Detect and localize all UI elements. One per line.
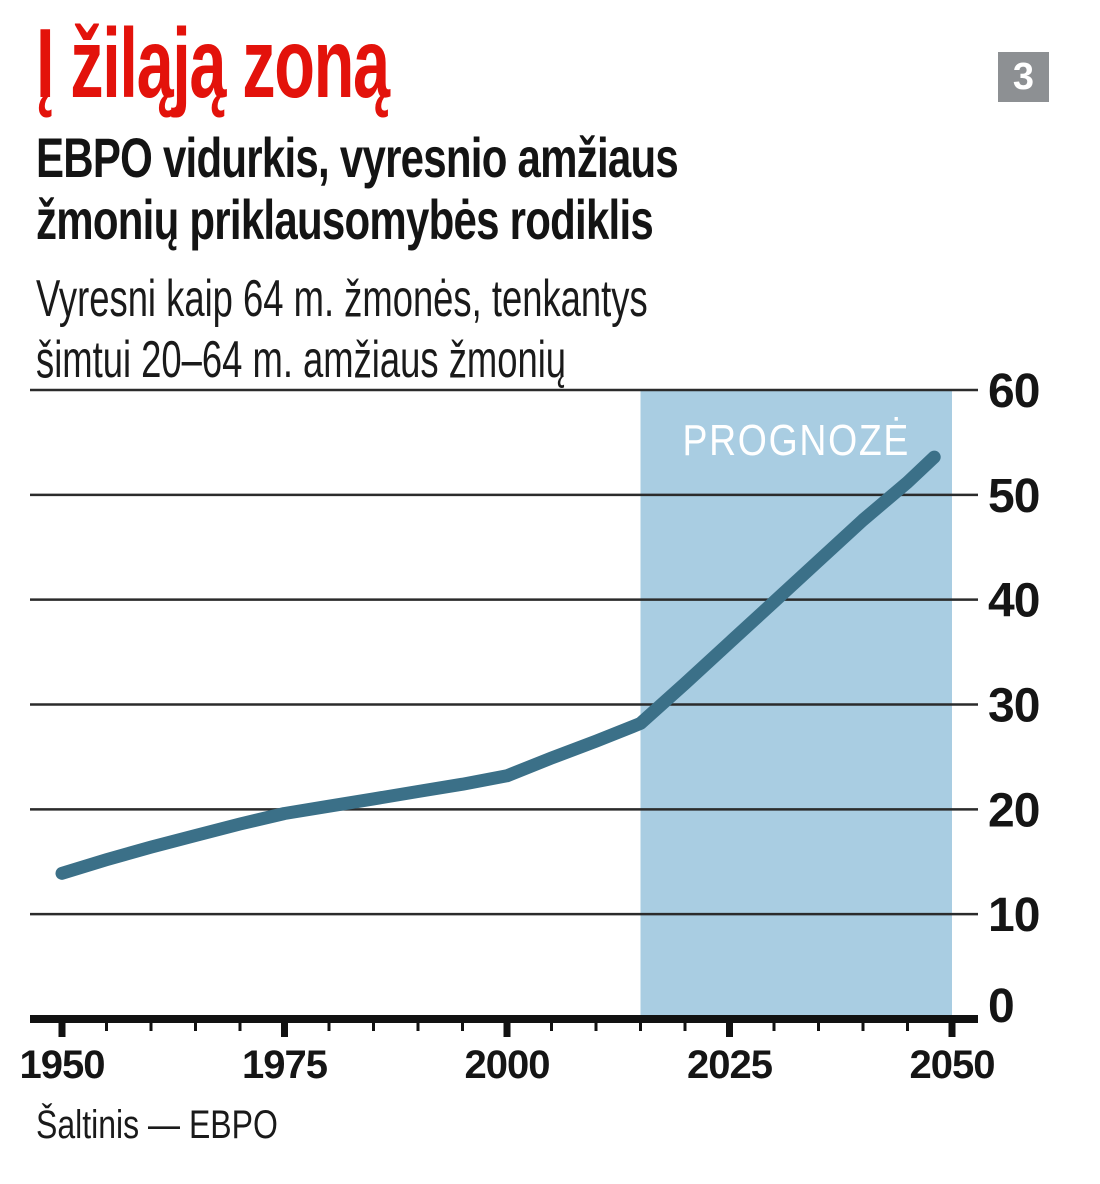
forecast-label: PROGNOZĖ (682, 415, 910, 465)
y-tick-label-50: 50 (988, 470, 1039, 523)
x-tick-label-2000: 2000 (465, 1043, 550, 1087)
subtitle-line-1: EBPO vidurkis, vyresnio amžiaus (36, 126, 679, 189)
y-tick-label-10: 10 (988, 889, 1039, 942)
figure-number: 3 (1012, 55, 1035, 98)
figure-number-badge: 3 (998, 52, 1049, 102)
chart-description: Vyresni kaip 64 m. žmonės, tenkantys šim… (36, 269, 648, 391)
x-axis-line (30, 1015, 978, 1023)
subtitle-line-2: žmonių priklausomybės rodiklis (36, 188, 654, 251)
chart-subtitle: EBPO vidurkis, vyresnio amžiaus žmonių p… (36, 126, 679, 251)
x-tick-label-2025: 2025 (687, 1043, 773, 1087)
page-title: Į žiląją zoną (36, 8, 390, 118)
source-note: Šaltinis — EBPO (36, 1103, 278, 1147)
x-tick-label-1975: 1975 (242, 1043, 328, 1087)
description-line-2: šimtui 20–64 m. amžiaus žmonių (36, 331, 567, 389)
x-tick-label-1950: 1950 (20, 1043, 105, 1087)
data-line (55, 450, 941, 880)
line-chart: PROGNOZĖ 1950 1975 2000 2025 2050 0 10 20 30 40 50 6… (20, 370, 1041, 1087)
y-tick-label-40: 40 (988, 575, 1039, 628)
description-line-1: Vyresni kaip 64 m. žmonės, tenkantys (36, 270, 648, 328)
y-tick-label-60: 60 (988, 370, 1039, 418)
y-tick-label-0: 0 (988, 980, 1014, 1033)
y-tick-label-20: 20 (988, 784, 1039, 837)
x-tick-label-2050: 2050 (910, 1043, 995, 1087)
y-tick-label-30: 30 (988, 680, 1039, 733)
